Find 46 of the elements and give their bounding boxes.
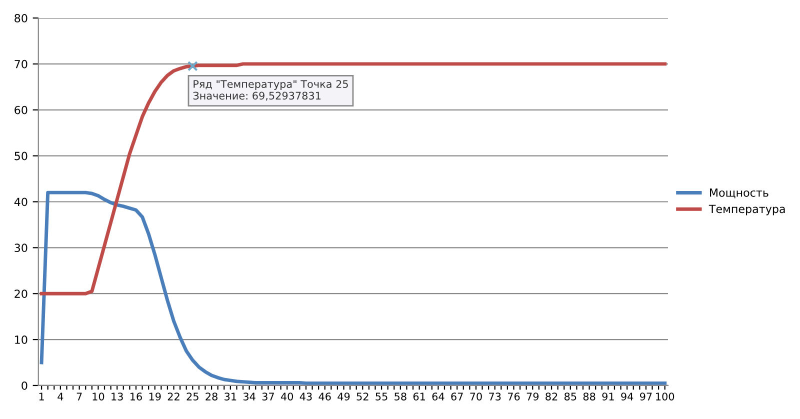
x-tick-label: 40 [280,392,294,400]
x-tick-label: 100 [656,392,674,400]
x-tick-label: 1 [39,392,44,400]
x-tick-label: 79 [526,392,539,400]
x-tick-label: 73 [489,392,501,400]
x-tick-label: 82 [546,392,558,400]
x-tick-label: 10 [92,392,104,400]
x-tick-label: 70 [470,392,482,400]
x-tick-label: 37 [262,392,274,400]
x-tick-label: 67 [451,392,463,400]
x-tick-label: 31 [224,392,236,400]
x-tick-label: 13 [112,392,123,400]
legend-label: Температура [708,204,785,216]
annotation: Ряд "Температура" Точка 25 Значение: 69,52937831 [193,80,348,101]
x-tick-label: 94 [621,392,634,400]
x-tick-label: 28 [206,392,218,400]
x-tick-label: 76 [508,392,520,400]
y-tick-label: 30 [14,244,28,252]
x-tick-label: 88 [583,392,596,400]
y-tick-label: 80 [14,14,28,22]
x-tick-label: 19 [149,392,161,400]
y-tick-label: 50 [14,152,28,160]
y-tick-label: 40 [14,198,28,206]
x-tick-label: 25 [186,392,198,400]
y-tick-label: 20 [14,290,28,298]
x-tick-label: 52 [356,392,368,400]
x-tick-label: 7 [76,392,82,400]
x-tick-label: 34 [243,392,256,400]
y-tick-label: 10 [15,336,28,344]
x-tick-label: 61 [413,392,425,400]
x-tick-label: 91 [602,392,614,400]
x-tick-label: 22 [168,392,180,400]
x-tick-label: 4 [58,392,64,400]
x-tick-label: 85 [564,392,576,400]
x-tick-label: 55 [376,392,388,400]
x-tick-label: 97 [640,392,652,400]
legend-label: Мощность [710,188,768,198]
y-tick-label: 70 [14,60,28,68]
x-tick-label: 46 [318,392,331,400]
x-tick-label: 43 [300,392,312,400]
x-tick-label: 49 [338,392,350,400]
x-tick-label: 64 [432,392,444,400]
x-tick-label: 58 [394,392,406,400]
x-tick-label: 16 [130,392,142,400]
y-tick-label: 0 [22,381,28,390]
y-tick-label: 60 [14,106,28,114]
